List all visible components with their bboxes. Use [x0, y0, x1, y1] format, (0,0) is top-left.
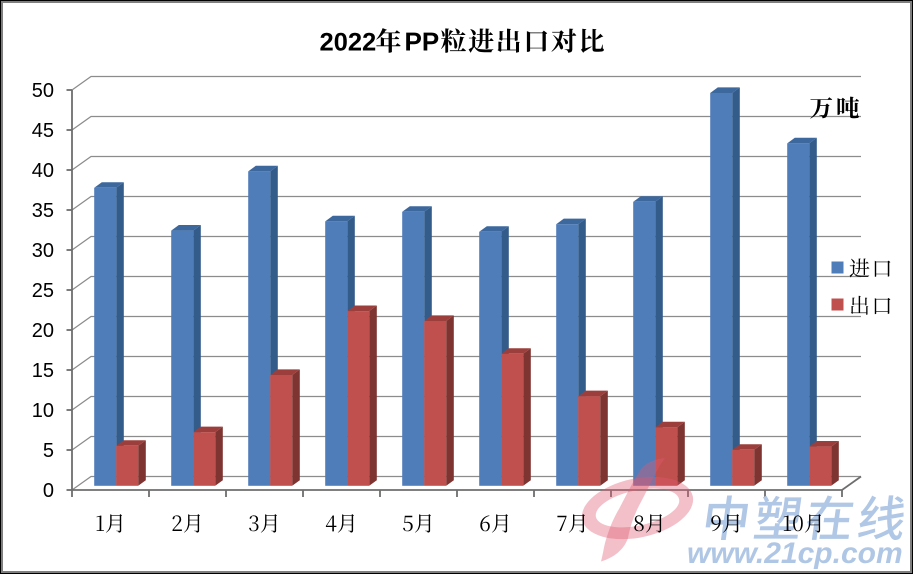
- svg-text:30: 30: [32, 240, 54, 262]
- svg-text:40: 40: [32, 160, 54, 182]
- svg-text:0: 0: [43, 480, 54, 502]
- svg-text:20: 20: [32, 320, 54, 342]
- svg-text:5: 5: [43, 440, 54, 462]
- svg-text:50: 50: [32, 80, 54, 102]
- svg-text:www.21cp.com: www.21cp.com: [687, 537, 903, 570]
- svg-text:45: 45: [32, 120, 54, 142]
- svg-text:35: 35: [32, 200, 54, 222]
- svg-text:25: 25: [32, 280, 54, 302]
- svg-text:15: 15: [32, 360, 54, 382]
- svg-text:10: 10: [32, 400, 54, 422]
